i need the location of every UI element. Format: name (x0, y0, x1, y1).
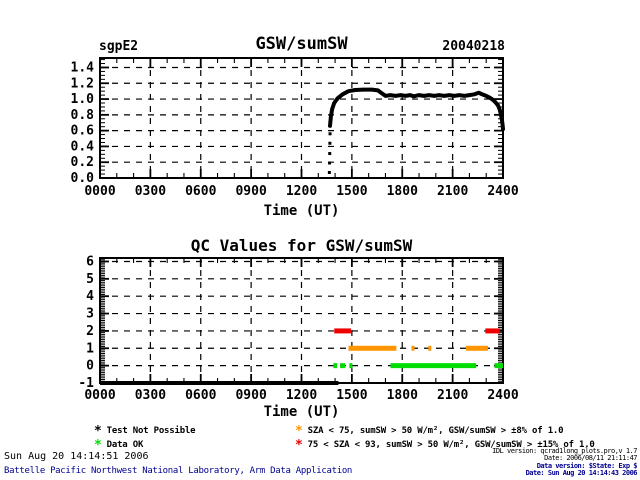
site-label: sgpE2 (99, 39, 139, 54)
svg-text:1: 1 (86, 341, 94, 356)
generation-timestamp: Sun Aug 20 14:14:51 2006 (4, 451, 149, 462)
svg-text:0: 0 (86, 359, 94, 374)
svg-text:-1: -1 (78, 376, 94, 391)
svg-text:1500: 1500 (336, 184, 367, 199)
asterisk-marker-icon: * (94, 424, 102, 439)
svg-text:0.6: 0.6 (71, 124, 95, 139)
svg-text:1.2: 1.2 (71, 76, 94, 91)
svg-text:5: 5 (86, 272, 94, 287)
svg-text:1800: 1800 (387, 184, 418, 199)
svg-text:4: 4 (86, 289, 94, 304)
svg-text:2100: 2100 (437, 184, 468, 199)
svg-text:1200: 1200 (286, 388, 317, 403)
lab-credit: Battelle Pacific Northwest National Labo… (4, 466, 353, 476)
svg-text:1500: 1500 (336, 388, 367, 403)
qc-chart-title: QC Values for GSW/sumSW (190, 236, 413, 255)
svg-text:0.2: 0.2 (71, 155, 94, 170)
qc-xaxis-label: Time (UT) (263, 404, 340, 420)
legend-item-sza-15pct: * 75 < SZA < 93, sumSW > 50 W/m², GSW/sum… (295, 436, 595, 453)
svg-text:0.0: 0.0 (71, 171, 95, 186)
date-label: 20040218 (442, 39, 505, 54)
asterisk-marker-icon: * (94, 438, 102, 453)
legend-item-test-not-possible: * Test Not Possible (94, 422, 196, 439)
idl-version-line: IDL version: qcrad1long_plots.pro,v 1.7 (492, 447, 637, 455)
ratio-xaxis-label: Time (UT) (263, 203, 340, 219)
plot-date-line: Date: Sun Aug 20 14:14:43 2006 (525, 469, 638, 478)
code-date-line: Date: 2006/08/11 21:11:47 (544, 454, 637, 463)
svg-text:2400: 2400 (487, 388, 518, 403)
svg-text:0900: 0900 (235, 388, 266, 403)
svg-text:0300: 0300 (135, 388, 166, 403)
asterisk-marker-icon: * (295, 438, 303, 453)
svg-text:1800: 1800 (387, 388, 418, 403)
legend-item-sza-8pct: * SZA < 75, sumSW > 50 W/m², GSW/sumSW > … (295, 422, 564, 439)
ratio-chart-title: GSW/sumSW (255, 34, 348, 54)
svg-text:0000: 0000 (84, 388, 115, 403)
legend-label: SZA < 75, sumSW > 50 W/m², GSW/sumSW > ±… (307, 426, 564, 436)
svg-text:2: 2 (86, 324, 94, 339)
svg-text:2400: 2400 (487, 184, 518, 199)
legend-label: Data OK (106, 440, 144, 450)
version-info-block: IDL version: qcrad1long_plots.pro,v 1.7 … (492, 447, 638, 478)
svg-text:2100: 2100 (437, 388, 468, 403)
svg-text:1.4: 1.4 (71, 60, 95, 75)
svg-text:1.0: 1.0 (71, 92, 95, 107)
data-version-line: Data version: $State: Exp $ (536, 461, 638, 470)
svg-text:0000: 0000 (84, 184, 115, 199)
svg-text:1200: 1200 (286, 184, 317, 199)
svg-text:3: 3 (86, 307, 94, 322)
svg-text:0600: 0600 (185, 388, 216, 403)
legend-label: 75 < SZA < 93, sumSW > 50 W/m², GSW/sumS… (307, 440, 595, 450)
svg-text:0.4: 0.4 (71, 139, 95, 154)
legend-item-data-ok: * Data OK (94, 436, 144, 453)
svg-text:0900: 0900 (235, 184, 266, 199)
asterisk-marker-icon: * (295, 424, 303, 439)
svg-text:6: 6 (86, 254, 94, 269)
svg-text:0600: 0600 (185, 184, 216, 199)
legend-label: Test Not Possible (106, 426, 196, 436)
svg-text:0.8: 0.8 (71, 108, 95, 123)
svg-text:0300: 0300 (135, 184, 166, 199)
